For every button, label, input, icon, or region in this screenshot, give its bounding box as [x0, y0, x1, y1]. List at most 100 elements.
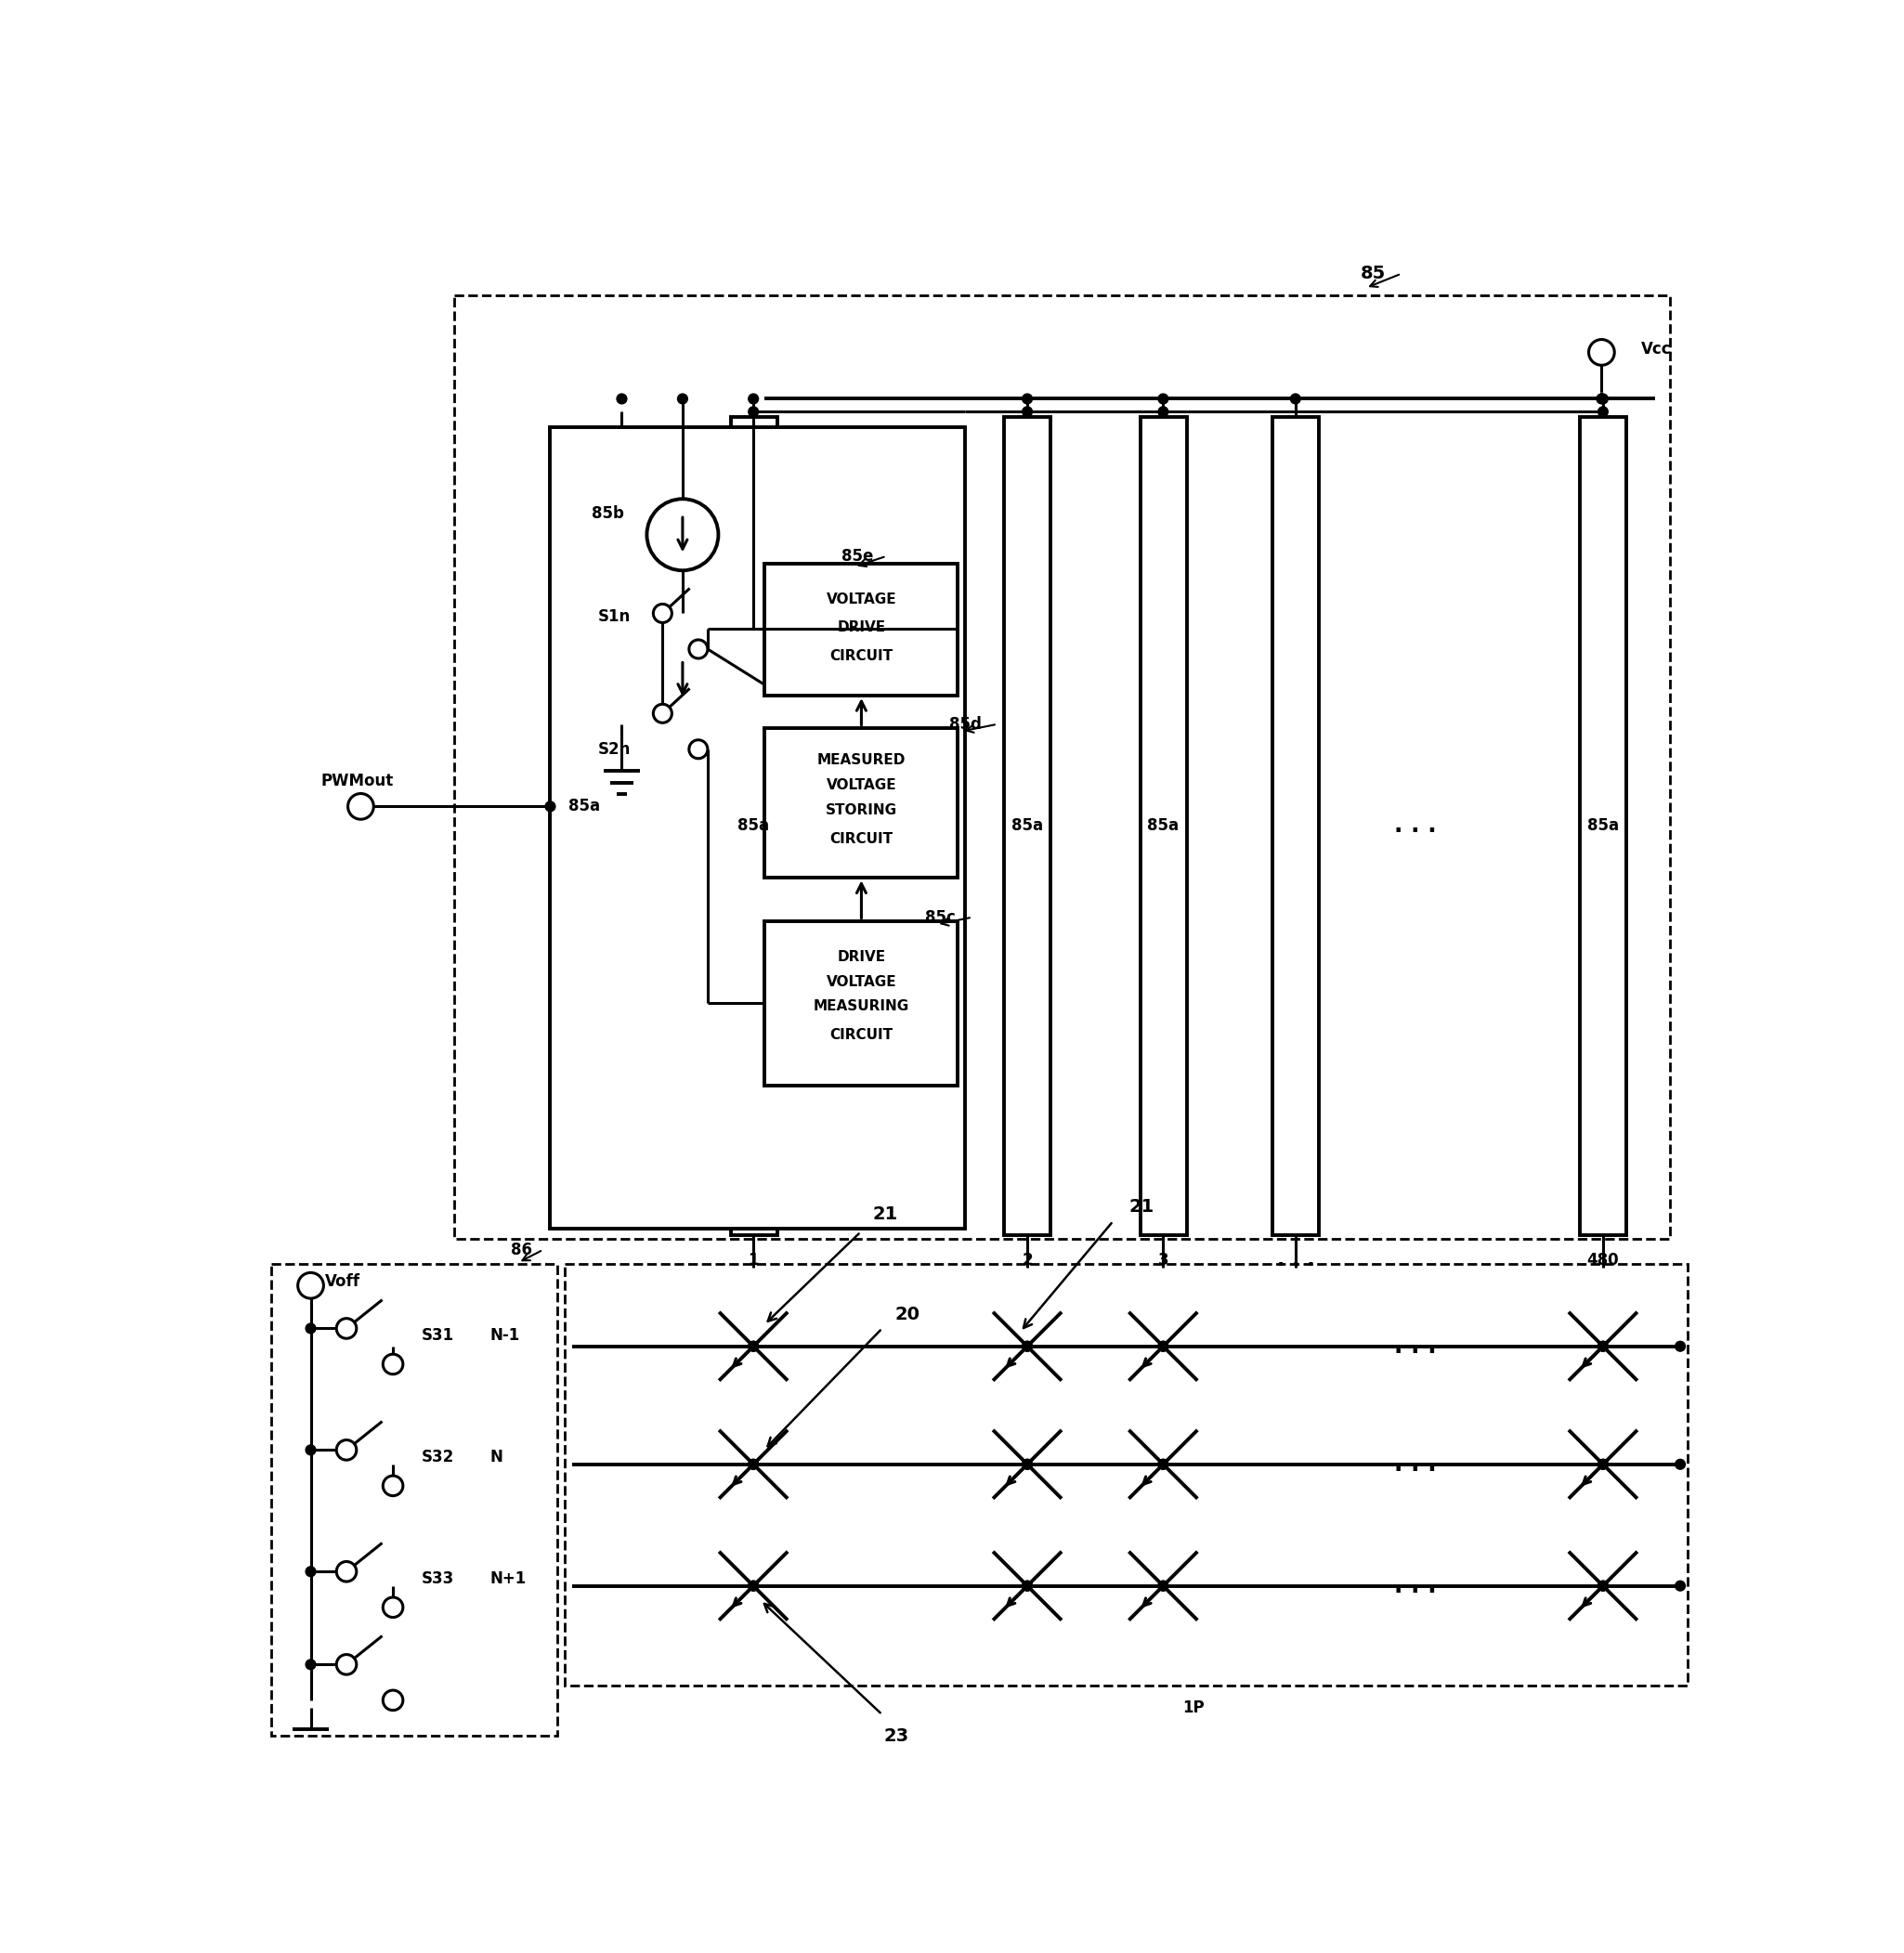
- Text: S33: S33: [421, 1570, 455, 1588]
- Text: 85a: 85a: [1148, 818, 1179, 834]
- Circle shape: [307, 1566, 316, 1576]
- Circle shape: [1022, 395, 1032, 404]
- Circle shape: [1597, 406, 1609, 416]
- Circle shape: [1588, 340, 1615, 365]
- Text: 85e: 85e: [842, 547, 874, 564]
- Text: 21: 21: [1129, 1197, 1154, 1215]
- Circle shape: [1597, 1580, 1609, 1592]
- Text: . . .: . . .: [1394, 1453, 1438, 1475]
- Bar: [765, 728, 958, 879]
- Circle shape: [337, 1562, 356, 1582]
- Circle shape: [383, 1598, 404, 1617]
- Text: VOLTAGE: VOLTAGE: [826, 975, 897, 988]
- Text: Voff: Voff: [326, 1273, 360, 1291]
- Text: 1P: 1P: [1182, 1699, 1205, 1717]
- Text: VOLTAGE: VOLTAGE: [826, 592, 897, 605]
- Text: S2n: S2n: [598, 740, 630, 758]
- Circle shape: [307, 1660, 316, 1670]
- Circle shape: [1597, 395, 1607, 404]
- Text: 85b: 85b: [592, 506, 625, 521]
- Text: CIRCUIT: CIRCUIT: [830, 832, 893, 846]
- Text: S31: S31: [421, 1328, 455, 1344]
- Text: 1: 1: [748, 1252, 758, 1269]
- Circle shape: [1597, 1342, 1609, 1351]
- Circle shape: [1597, 1342, 1609, 1351]
- Text: 3: 3: [1158, 1252, 1169, 1269]
- Circle shape: [689, 641, 708, 658]
- Circle shape: [647, 498, 718, 570]
- Circle shape: [337, 1439, 356, 1461]
- Circle shape: [1597, 395, 1609, 404]
- Text: 480: 480: [1586, 1252, 1618, 1269]
- Bar: [731, 416, 777, 1236]
- Text: 20: 20: [895, 1305, 920, 1322]
- Text: . . .: . . .: [1394, 814, 1438, 838]
- Text: DRIVE: DRIVE: [838, 621, 885, 635]
- Bar: [765, 562, 958, 695]
- Text: DRIVE: DRIVE: [838, 949, 885, 963]
- Circle shape: [348, 793, 373, 820]
- Circle shape: [337, 1318, 356, 1338]
- Circle shape: [1022, 1580, 1032, 1592]
- Text: PWMout: PWMout: [322, 773, 394, 789]
- Circle shape: [748, 406, 758, 416]
- Text: . . .: . . .: [1394, 1336, 1438, 1357]
- Bar: [453, 295, 1670, 1238]
- Circle shape: [383, 1353, 404, 1375]
- Text: N-1: N-1: [489, 1328, 520, 1344]
- Circle shape: [1291, 395, 1300, 404]
- Circle shape: [1022, 1342, 1032, 1351]
- Text: 85d: 85d: [948, 717, 981, 732]
- Circle shape: [1676, 1459, 1685, 1469]
- Circle shape: [1158, 395, 1169, 404]
- Circle shape: [1597, 1580, 1609, 1592]
- Text: 86: 86: [510, 1242, 533, 1258]
- Text: 21: 21: [874, 1205, 899, 1223]
- Circle shape: [617, 395, 626, 404]
- Circle shape: [1158, 406, 1169, 416]
- Circle shape: [545, 801, 556, 810]
- Circle shape: [748, 395, 758, 404]
- Text: 85: 85: [1359, 266, 1386, 283]
- Circle shape: [1676, 1342, 1685, 1351]
- Text: N: N: [489, 1449, 503, 1465]
- Text: CIRCUIT: CIRCUIT: [830, 648, 893, 664]
- Circle shape: [1158, 1580, 1169, 1592]
- Circle shape: [297, 1273, 324, 1299]
- Circle shape: [653, 705, 672, 723]
- Bar: [565, 1264, 1687, 1685]
- Text: Vcc: Vcc: [1641, 340, 1672, 357]
- Circle shape: [689, 740, 708, 758]
- Text: S1n: S1n: [598, 609, 630, 625]
- Text: . . .: . . .: [1276, 1252, 1314, 1269]
- Text: VOLTAGE: VOLTAGE: [826, 777, 897, 791]
- Text: S32: S32: [421, 1449, 455, 1465]
- Text: 85a: 85a: [567, 799, 600, 814]
- Circle shape: [307, 1324, 316, 1334]
- Circle shape: [1022, 1342, 1032, 1351]
- Circle shape: [1158, 1342, 1169, 1351]
- Text: 85a: 85a: [1011, 818, 1043, 834]
- Bar: [550, 428, 965, 1228]
- Circle shape: [383, 1476, 404, 1496]
- Circle shape: [748, 1342, 758, 1351]
- Text: 85a: 85a: [737, 818, 769, 834]
- Circle shape: [1597, 1459, 1609, 1469]
- Circle shape: [748, 1580, 758, 1592]
- Circle shape: [1022, 406, 1032, 416]
- Bar: [765, 920, 958, 1086]
- Text: . . .: . . .: [1394, 1574, 1438, 1598]
- Bar: [1580, 416, 1626, 1236]
- Circle shape: [1158, 1580, 1169, 1592]
- Text: 2: 2: [1022, 1252, 1032, 1269]
- Circle shape: [748, 1342, 758, 1351]
- Circle shape: [307, 1445, 316, 1455]
- Circle shape: [1022, 1459, 1032, 1469]
- Circle shape: [383, 1689, 404, 1711]
- Text: 23: 23: [883, 1726, 908, 1744]
- Bar: [1140, 416, 1186, 1236]
- Text: N+1: N+1: [489, 1570, 526, 1588]
- Circle shape: [1158, 1459, 1169, 1469]
- Text: CIRCUIT: CIRCUIT: [830, 1029, 893, 1043]
- Text: STORING: STORING: [826, 803, 897, 816]
